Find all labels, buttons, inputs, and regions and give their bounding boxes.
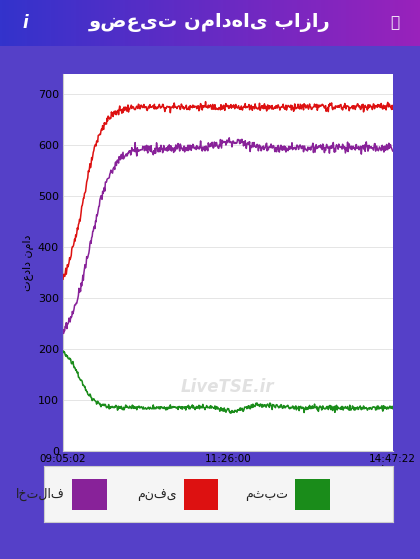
FancyBboxPatch shape <box>72 479 107 510</box>
Text: مثبت: مثبت <box>245 487 288 501</box>
Text: i: i <box>22 14 28 32</box>
Text: LiveTSE.ir: LiveTSE.ir <box>181 378 275 396</box>
FancyBboxPatch shape <box>184 479 218 510</box>
Text: وضعیت نمادهای بازار: وضعیت نمادهای بازار <box>89 13 331 32</box>
X-axis label: زمان: زمان <box>369 465 393 476</box>
Y-axis label: تعداد نماد: تعداد نماد <box>23 234 34 291</box>
Text: منفی: منفی <box>137 487 176 501</box>
FancyBboxPatch shape <box>295 479 330 510</box>
Text: ⛓: ⛓ <box>390 16 399 30</box>
Text: اختلاف: اختلاف <box>16 487 65 501</box>
